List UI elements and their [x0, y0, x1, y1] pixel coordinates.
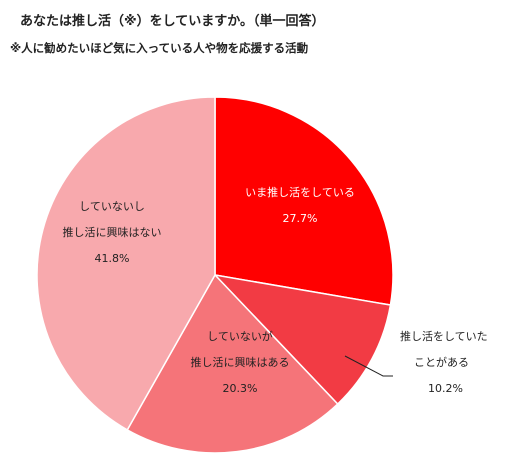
- chart-subtitle: ※人に勧めたいほど気に入っている人や物を応援する活動: [10, 41, 309, 55]
- slice-category-label: していないし: [79, 200, 145, 213]
- leader-line: [344, 355, 393, 377]
- slice-category-label: ことがある: [414, 355, 469, 369]
- slice-value-label: 10.2%: [428, 382, 463, 395]
- pie-slice: [126, 273, 339, 454]
- pie-slice: [214, 96, 394, 306]
- slice-category-label: 推し活に興味はない: [63, 225, 162, 239]
- slice-category-label: いま推し活をしている: [245, 185, 355, 199]
- chart-title: あなたは推し活（※）をしていますか。（単一回答）: [20, 14, 325, 29]
- pie-slice: [36, 96, 216, 431]
- slice-value-label: 41.8%: [95, 252, 130, 265]
- slice-value-label: 20.3%: [223, 382, 258, 395]
- slice-category-label: していないが: [207, 329, 273, 343]
- slice-category-label: 推し活に興味はある: [191, 355, 290, 369]
- slice-category-label: 推し活をしていた: [400, 329, 488, 343]
- pie-slice: [212, 273, 392, 406]
- slice-value-label: 27.7%: [283, 212, 318, 225]
